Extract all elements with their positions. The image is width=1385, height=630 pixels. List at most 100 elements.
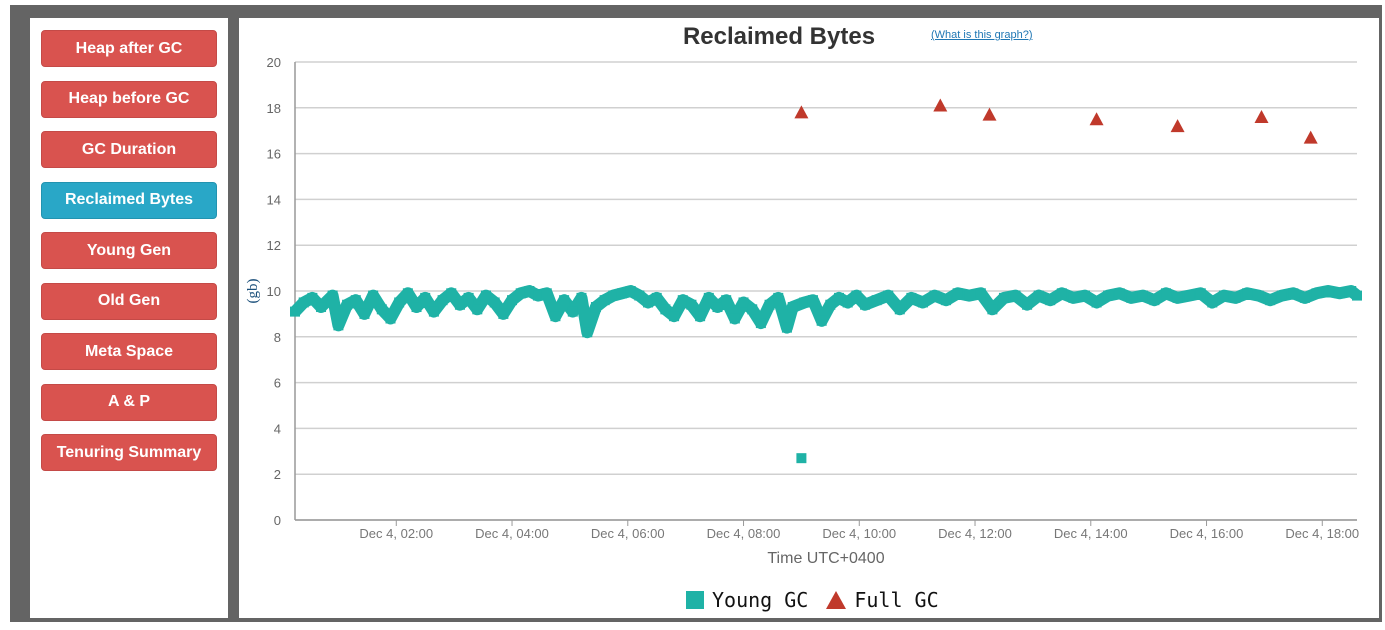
y-tick-label: 20 xyxy=(267,55,281,70)
sidebar-item-old-gen[interactable]: Old Gen xyxy=(41,282,217,320)
sidebar-item-reclaimed-bytes[interactable]: Reclaimed Bytes xyxy=(41,181,217,219)
young-gc-point xyxy=(359,308,370,319)
young-gc-point xyxy=(420,292,431,303)
full-gc-point xyxy=(1254,109,1269,123)
young-gc-point xyxy=(1218,290,1229,301)
sidebar-item-heap-before-gc[interactable]: Heap before GC xyxy=(41,80,217,118)
young-gc-point xyxy=(489,297,500,308)
young-gc-point xyxy=(1161,288,1172,299)
young-gc-point xyxy=(576,292,587,303)
y-tick-label: 0 xyxy=(274,513,281,528)
young-gc-point xyxy=(796,453,807,464)
series-full-gc xyxy=(794,98,1318,144)
young-gc-point xyxy=(1253,290,1264,301)
triangle-icon xyxy=(826,591,847,609)
x-tick-label: Dec 4, 18:00 xyxy=(1285,526,1359,541)
y-tick-label: 8 xyxy=(274,330,281,345)
young-gc-point xyxy=(755,318,766,329)
young-gc-point xyxy=(411,302,422,313)
sidebar-item-a-and-p[interactable]: A & P xyxy=(41,383,217,421)
sidebar-item-young-gen[interactable]: Young Gen xyxy=(41,232,217,269)
young-gc-point xyxy=(686,299,697,310)
legend-item-full-gc[interactable]: Full GC xyxy=(826,588,939,612)
young-gc-point xyxy=(703,292,714,303)
young-gc-point xyxy=(1334,288,1345,299)
young-gc-point xyxy=(987,304,998,315)
young-gc-point xyxy=(550,311,561,322)
young-gc-point xyxy=(738,297,749,308)
x-tick-label: Dec 4, 14:00 xyxy=(1054,526,1128,541)
young-gc-point xyxy=(342,299,353,310)
y-tick-label: 14 xyxy=(267,192,281,207)
young-gc-point xyxy=(787,302,798,313)
young-gc-point xyxy=(816,315,827,326)
young-gc-point xyxy=(1323,286,1334,296)
chart-legend: Young GC Full GC xyxy=(686,588,957,612)
young-gc-point xyxy=(616,288,627,299)
full-gc-point xyxy=(1170,119,1185,133)
young-gc-point xyxy=(807,295,818,306)
young-gc-point xyxy=(669,311,680,322)
young-gc-point xyxy=(1352,290,1362,301)
reclaimed-bytes-chart: Reclaimed Bytes 0 2 4 6 8 10 12 14 16 18 20 Dec 4, 0… xyxy=(245,23,1362,567)
young-gc-point xyxy=(651,292,662,303)
young-gc-point xyxy=(1172,292,1183,303)
young-gc-point xyxy=(559,295,570,306)
young-gc-point xyxy=(507,295,518,306)
young-gc-point xyxy=(677,295,688,306)
young-gc-point xyxy=(695,311,706,322)
young-gc-point xyxy=(480,290,491,301)
young-gc-point xyxy=(1126,292,1137,303)
young-gc-point xyxy=(842,297,853,308)
young-gc-point xyxy=(1207,297,1218,308)
young-gc-point xyxy=(298,297,309,308)
y-tick-label: 10 xyxy=(267,284,281,299)
young-gc-point xyxy=(781,322,792,333)
young-gc-point xyxy=(463,292,474,303)
y-tick-label: 16 xyxy=(267,147,281,162)
what-is-this-graph-link[interactable]: (What is this graph?) xyxy=(931,29,1033,41)
square-icon xyxy=(686,591,704,609)
young-gc-point xyxy=(394,297,405,308)
young-gc-point xyxy=(307,292,318,303)
young-gc-point xyxy=(567,306,578,317)
young-gc-point xyxy=(964,290,975,301)
young-gc-point xyxy=(643,297,654,308)
young-gc-point xyxy=(894,304,905,315)
x-tick-label: Dec 4, 04:00 xyxy=(475,526,549,541)
young-gc-point xyxy=(1242,288,1253,299)
young-gc-point xyxy=(860,299,871,310)
young-gc-point xyxy=(1299,292,1310,303)
young-gc-point xyxy=(1288,288,1299,299)
young-gc-point xyxy=(1195,288,1206,299)
young-gc-point xyxy=(428,306,439,317)
young-gc-point xyxy=(871,295,882,306)
full-gc-point xyxy=(794,105,809,119)
legend-item-young-gc[interactable]: Young GC xyxy=(686,588,808,612)
young-gc-point xyxy=(1184,290,1195,301)
young-gc-point xyxy=(851,290,862,301)
sidebar-item-heap-after-gc[interactable]: Heap after GC xyxy=(41,30,217,67)
young-gc-point xyxy=(1068,292,1079,303)
young-gc-point xyxy=(952,288,963,299)
sidebar-item-gc-duration[interactable]: GC Duration xyxy=(41,131,217,168)
young-gc-point xyxy=(1149,295,1160,306)
young-gc-point xyxy=(975,288,986,299)
young-gc-point xyxy=(524,286,535,296)
young-gc-point xyxy=(1022,299,1033,310)
young-gc-point xyxy=(917,297,928,308)
sidebar-item-meta-space[interactable]: Meta Space xyxy=(41,333,217,370)
young-gc-point xyxy=(1033,290,1044,301)
young-gc-point xyxy=(316,302,327,313)
young-gc-point xyxy=(1045,295,1056,306)
y-tick-label: 6 xyxy=(274,376,281,391)
young-gc-point xyxy=(625,286,636,296)
young-gc-point xyxy=(454,299,465,310)
young-gc-point xyxy=(906,292,917,303)
sidebar-item-tenuring-summary[interactable]: Tenuring Summary xyxy=(41,434,217,471)
young-gc-point xyxy=(1230,292,1241,303)
young-gc-point xyxy=(729,313,740,324)
young-gc-point xyxy=(660,304,671,315)
young-gc-point xyxy=(446,288,457,299)
young-gc-point xyxy=(385,313,396,324)
